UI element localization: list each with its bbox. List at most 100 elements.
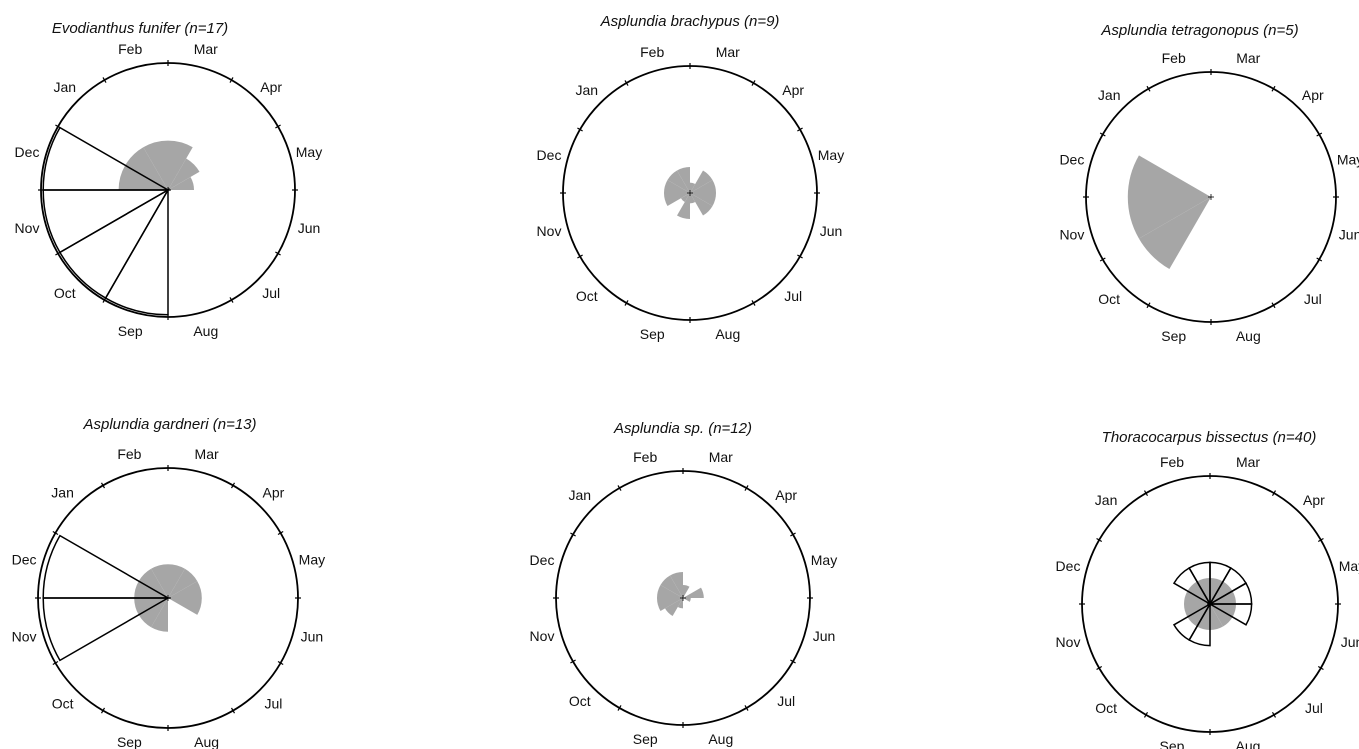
rose-panel-thoracocarpus-bissectus: Thoracocarpus bissectus (n=40) Mar Apr May J…	[1056, 429, 1359, 749]
filled-wedge-feb	[677, 166, 690, 193]
rose-panel-asplundia-tetragonopus: Asplundia tetragonopus (n=5) Mar Apr May Jun…	[1059, 22, 1359, 344]
month-tick	[229, 297, 234, 303]
filled-wedge-oct	[138, 598, 168, 628]
month-label-aug: Aug	[194, 734, 219, 749]
month-label-dec: Dec	[1059, 152, 1084, 168]
month-label-jun: Jun	[301, 629, 324, 645]
month-tick	[55, 251, 61, 256]
rose-panel-evodianthus-funifer: Evodianthus funifer (n=17) Mar Apr May Jun Ju…	[15, 20, 323, 339]
month-label-mar: Mar	[1236, 50, 1260, 66]
panel-title: Thoracocarpus bissectus (n=40)	[1102, 429, 1317, 446]
filled-wedge-oct	[680, 193, 690, 203]
month-label-may: May	[1339, 558, 1359, 574]
month-label-sep: Sep	[633, 731, 658, 747]
month-label-dec: Dec	[530, 552, 555, 568]
month-tick	[1146, 302, 1151, 309]
month-label-jan: Jan	[1098, 87, 1121, 103]
filled-wedge-nov	[1127, 197, 1211, 239]
panels-group: Evodianthus funifer (n=17) Mar Apr May Jun Ju…	[12, 13, 1359, 749]
filled-wedge-jan	[1187, 581, 1210, 604]
month-label-sep: Sep	[118, 323, 143, 339]
month-tick	[275, 124, 281, 129]
month-label-jul: Jul	[262, 285, 280, 301]
month-label-dec: Dec	[537, 147, 562, 163]
month-tick	[102, 77, 107, 83]
filled-wedge-feb	[670, 572, 683, 598]
filled-wedge-jan	[667, 170, 690, 193]
month-label-oct: Oct	[569, 693, 591, 709]
panel-title: Evodianthus funifer (n=17)	[52, 20, 228, 37]
outline-wedge-jun	[1207, 603, 1253, 626]
month-tick	[744, 705, 749, 711]
filled-wedge-oct	[1187, 604, 1210, 627]
outline-wedge-oct	[1172, 601, 1213, 642]
month-tick	[1271, 302, 1276, 309]
month-tick	[1317, 665, 1324, 671]
month-tick	[1271, 85, 1276, 92]
month-tick	[52, 660, 59, 666]
filled-wedge-apr	[168, 158, 200, 190]
month-label-feb: Feb	[633, 449, 657, 465]
month-tick	[1096, 665, 1103, 671]
filled-wedge-mar	[690, 182, 696, 193]
month-label-nov: Nov	[12, 629, 37, 645]
month-tick	[1271, 711, 1277, 718]
rose-panel-asplundia-gardneri: Asplundia gardneri (n=13) Mar Apr May Jun Jul…	[12, 416, 325, 749]
month-tick	[797, 127, 803, 132]
month-tick	[1143, 711, 1149, 718]
month-tick	[100, 707, 106, 714]
filled-wedge-nov	[664, 193, 690, 206]
month-label-jun: Jun	[1339, 226, 1359, 242]
month-tick	[230, 482, 236, 489]
month-tick	[790, 532, 796, 537]
month-tick	[744, 485, 749, 491]
month-tick	[52, 530, 59, 536]
month-label-aug: Aug	[1236, 328, 1261, 344]
filled-wedge-may	[168, 581, 202, 598]
month-label-apr: Apr	[260, 79, 282, 95]
filled-wedge-may	[690, 180, 716, 193]
month-tick	[1316, 257, 1323, 262]
month-label-may: May	[818, 147, 844, 163]
filled-wedge-may	[168, 177, 194, 190]
month-tick	[1146, 85, 1151, 92]
month-tick	[751, 300, 756, 306]
month-label-mar: Mar	[194, 41, 218, 57]
filled-wedge-jan	[660, 575, 683, 598]
filled-wedge-jul	[1210, 604, 1233, 627]
outline-wedge-dec	[42, 534, 171, 599]
month-label-apr: Apr	[1302, 87, 1324, 103]
month-label-sep: Sep	[640, 326, 665, 342]
filled-wedge-oct	[1138, 197, 1211, 270]
filled-wedge-jun	[690, 193, 716, 206]
month-label-nov: Nov	[530, 628, 555, 644]
month-label-mar: Mar	[195, 446, 219, 462]
month-tick	[570, 532, 576, 537]
month-tick	[624, 300, 629, 306]
month-label-jul: Jul	[777, 693, 795, 709]
month-tick	[102, 297, 107, 303]
filled-wedge-sep	[151, 598, 168, 632]
month-label-mar: Mar	[709, 449, 733, 465]
month-label-jan: Jan	[569, 487, 592, 503]
month-label-may: May	[299, 551, 325, 567]
month-label-may: May	[1337, 152, 1359, 168]
month-label-dec: Dec	[15, 144, 40, 160]
panel-title: Asplundia sp. (n=12)	[613, 420, 752, 437]
month-label-apr: Apr	[263, 485, 285, 501]
filled-wedge-oct	[664, 598, 683, 617]
filled-wedge-jul	[690, 193, 713, 216]
rose-panel-asplundia-sp: Asplundia sp. (n=12) Mar Apr May Jun Jul Aug Se…	[530, 420, 838, 747]
month-label-jun: Jun	[820, 223, 843, 239]
filled-wedge-may	[683, 587, 704, 598]
month-label-aug: Aug	[1236, 738, 1261, 749]
month-label-dec: Dec	[1056, 558, 1081, 574]
month-label-feb: Feb	[640, 44, 664, 60]
filled-wedge-apr	[690, 170, 713, 193]
month-label-oct: Oct	[576, 288, 598, 304]
rose-panel-asplundia-brachypus: Asplundia brachypus (n=9) Mar Apr May Jun Jul…	[537, 13, 845, 342]
month-label-nov: Nov	[537, 223, 562, 239]
month-label-jun: Jun	[813, 628, 836, 644]
filled-wedge-jan	[125, 147, 168, 190]
